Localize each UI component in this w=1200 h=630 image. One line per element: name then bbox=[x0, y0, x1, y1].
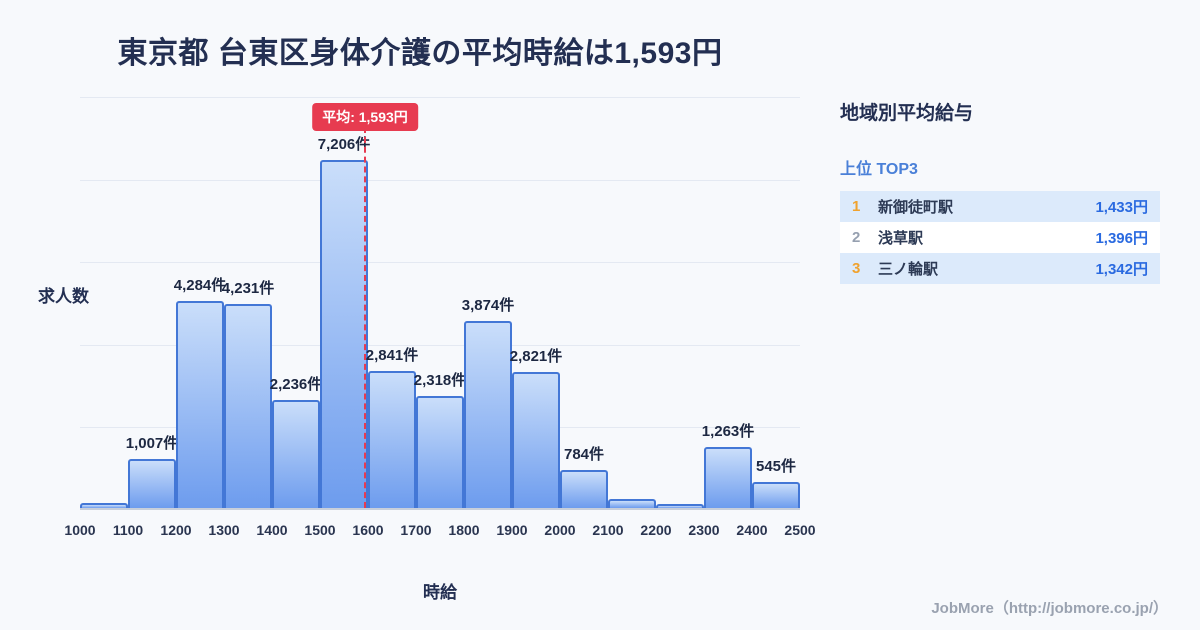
bar-value-label: 4,231件 bbox=[221, 280, 275, 297]
rank-cell: 1 bbox=[852, 198, 861, 215]
x-tick-label: 1200 bbox=[160, 522, 192, 538]
side-panel-heading: 地域別平均給与 bbox=[840, 103, 974, 124]
x-tick-label: 1500 bbox=[304, 522, 336, 538]
table-row: 1 新御徒町駅 1,433円 bbox=[840, 191, 1160, 222]
table-row: 3 三ノ輪駅 1,342円 bbox=[840, 253, 1160, 284]
bar bbox=[704, 447, 752, 508]
bar bbox=[464, 321, 512, 508]
bar bbox=[80, 503, 128, 508]
bar-value-label: 2,236件 bbox=[269, 376, 323, 393]
bar bbox=[128, 459, 176, 508]
x-tick-label: 1900 bbox=[496, 522, 528, 538]
y-axis-label: 求人数 bbox=[38, 287, 89, 306]
x-axis-ticks: 1000 1100 1200 1300 1400 1500 1600 1700 1800 1900… bbox=[64, 522, 815, 542]
bar bbox=[656, 504, 704, 508]
bar-value-label: 7,206件 bbox=[317, 136, 371, 153]
x-tick-label: 1600 bbox=[352, 522, 384, 538]
x-tick-label: 2300 bbox=[688, 522, 720, 538]
average-badge: 平均: 1,593円 bbox=[312, 103, 418, 131]
bar bbox=[512, 372, 560, 508]
x-tick-label: 2500 bbox=[784, 522, 816, 538]
gridline bbox=[80, 180, 800, 181]
bar-value-label: 2,821件 bbox=[509, 348, 563, 365]
bar-value-label: 3,874件 bbox=[461, 297, 515, 314]
bar-value-label: 545件 bbox=[755, 458, 797, 475]
x-axis-label: 時給 bbox=[423, 583, 457, 602]
x-tick-label: 1100 bbox=[112, 522, 144, 538]
bar bbox=[752, 482, 800, 508]
plot-area: 1,007件 4,284件 4,231件 2,236件 7,206件 2,841件 2,31… bbox=[80, 97, 800, 510]
x-tick-label: 1000 bbox=[64, 522, 96, 538]
x-tick-label: 2100 bbox=[592, 522, 624, 538]
rank-cell: 2 bbox=[852, 229, 861, 246]
average-line bbox=[364, 127, 366, 508]
bar bbox=[176, 301, 224, 508]
bar-value-label: 1,007件 bbox=[125, 435, 179, 452]
bar bbox=[320, 160, 368, 508]
gridline bbox=[80, 262, 800, 263]
side-panel: 地域別平均給与 上位 TOP3 1 新御徒町駅 1,433円 2 浅草駅 1,396円 3 三… bbox=[840, 98, 1160, 284]
bar-value-label: 4,284件 bbox=[173, 277, 227, 294]
ranking-table: 1 新御徒町駅 1,433円 2 浅草駅 1,396円 3 三ノ輪駅 1,342円 bbox=[840, 191, 1160, 284]
salary-value: 1,342円 bbox=[1095, 261, 1148, 278]
bar-value-label: 1,263件 bbox=[701, 423, 755, 440]
bar bbox=[272, 400, 320, 508]
x-tick-label: 2400 bbox=[736, 522, 768, 538]
x-tick-label: 2000 bbox=[544, 522, 576, 538]
x-tick-label: 2200 bbox=[640, 522, 672, 538]
footer-credit: JobMore（http://jobmore.co.jp/） bbox=[931, 600, 1168, 617]
station-name: 新御徒町駅 bbox=[878, 199, 954, 216]
gridline bbox=[80, 97, 800, 98]
x-tick-label: 1700 bbox=[400, 522, 432, 538]
salary-value: 1,396円 bbox=[1095, 230, 1148, 247]
bar bbox=[560, 470, 608, 508]
table-row: 2 浅草駅 1,396円 bbox=[840, 222, 1160, 253]
station-name: 三ノ輪駅 bbox=[878, 261, 939, 278]
bar bbox=[224, 304, 272, 508]
gridline bbox=[80, 345, 800, 346]
salary-value: 1,433円 bbox=[1095, 199, 1148, 216]
bar bbox=[368, 371, 416, 508]
bar-value-label: 2,841件 bbox=[365, 347, 419, 364]
rank-cell: 3 bbox=[852, 260, 861, 277]
bar bbox=[608, 499, 656, 508]
station-name: 浅草駅 bbox=[878, 230, 924, 247]
x-tick-label: 1300 bbox=[208, 522, 240, 538]
bar bbox=[416, 396, 464, 508]
bar-value-label: 784件 bbox=[563, 446, 605, 463]
page-title: 東京都 台東区身体介護の平均時給は1,593円 bbox=[117, 37, 723, 70]
bar-value-label: 2,318件 bbox=[413, 372, 467, 389]
side-panel-subheading: 上位 TOP3 bbox=[840, 161, 918, 178]
x-tick-label: 1800 bbox=[448, 522, 480, 538]
x-tick-label: 1400 bbox=[256, 522, 288, 538]
